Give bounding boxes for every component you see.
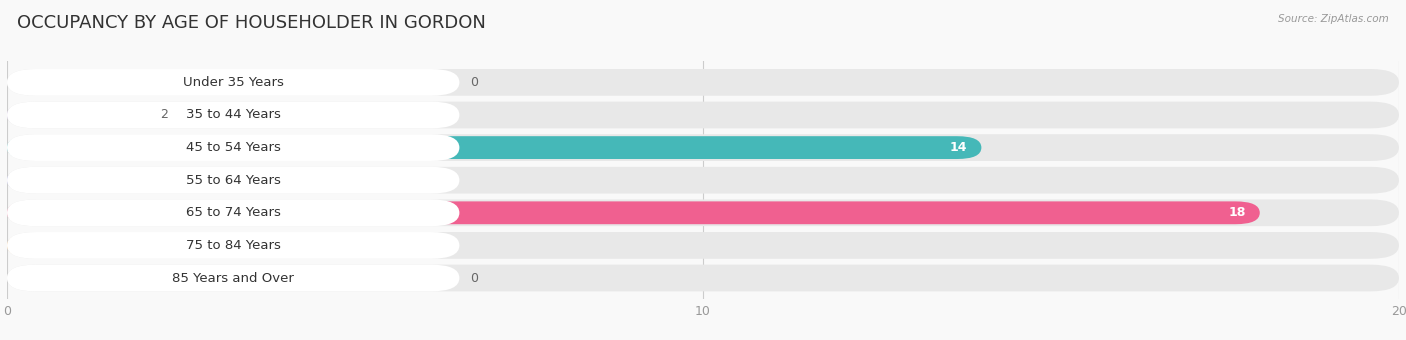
Text: 0: 0 — [470, 76, 478, 89]
FancyBboxPatch shape — [7, 234, 425, 257]
Text: OCCUPANCY BY AGE OF HOUSEHOLDER IN GORDON: OCCUPANCY BY AGE OF HOUSEHOLDER IN GORDO… — [17, 14, 485, 32]
FancyBboxPatch shape — [7, 169, 425, 192]
FancyBboxPatch shape — [7, 201, 1260, 224]
Text: 2: 2 — [160, 108, 169, 121]
FancyBboxPatch shape — [7, 134, 1399, 161]
FancyBboxPatch shape — [7, 134, 460, 161]
Text: 75 to 84 Years: 75 to 84 Years — [186, 239, 281, 252]
Text: 35 to 44 Years: 35 to 44 Years — [186, 108, 281, 121]
FancyBboxPatch shape — [7, 102, 1399, 129]
FancyBboxPatch shape — [7, 104, 146, 126]
FancyBboxPatch shape — [7, 167, 460, 193]
Text: 6: 6 — [402, 174, 411, 187]
Text: 45 to 54 Years: 45 to 54 Years — [186, 141, 281, 154]
Text: 65 to 74 Years: 65 to 74 Years — [186, 206, 281, 219]
FancyBboxPatch shape — [7, 265, 1399, 291]
FancyBboxPatch shape — [7, 136, 981, 159]
FancyBboxPatch shape — [7, 200, 460, 226]
FancyBboxPatch shape — [7, 265, 460, 291]
FancyBboxPatch shape — [7, 69, 1399, 96]
Text: 85 Years and Over: 85 Years and Over — [173, 272, 294, 285]
FancyBboxPatch shape — [7, 69, 460, 96]
Text: 14: 14 — [950, 141, 967, 154]
FancyBboxPatch shape — [7, 232, 460, 259]
FancyBboxPatch shape — [7, 232, 1399, 259]
Text: 18: 18 — [1229, 206, 1246, 219]
Text: 55 to 64 Years: 55 to 64 Years — [186, 174, 281, 187]
Text: 0: 0 — [470, 272, 478, 285]
FancyBboxPatch shape — [7, 167, 1399, 193]
Text: Under 35 Years: Under 35 Years — [183, 76, 284, 89]
FancyBboxPatch shape — [7, 200, 1399, 226]
Text: Source: ZipAtlas.com: Source: ZipAtlas.com — [1278, 14, 1389, 23]
FancyBboxPatch shape — [7, 102, 460, 129]
Text: 6: 6 — [402, 239, 411, 252]
